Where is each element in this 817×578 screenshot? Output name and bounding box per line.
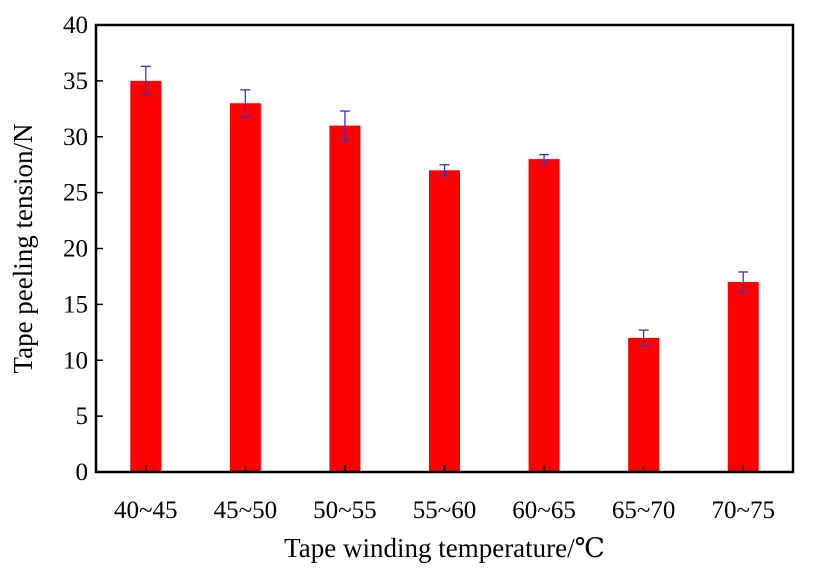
y-tick-label: 25 xyxy=(63,180,88,207)
y-tick-label: 20 xyxy=(63,236,88,263)
error-bars-group xyxy=(140,65,749,347)
y-tick-label: 0 xyxy=(76,459,89,486)
x-tick-labels: 40~45 45~50 50~55 55~60 60~65 65~70 70~75 xyxy=(114,497,775,524)
bar xyxy=(130,80,162,472)
x-tick-label: 60~65 xyxy=(512,497,576,524)
y-tick-label: 30 xyxy=(63,124,88,151)
bars-group xyxy=(130,80,759,472)
y-axis-title: Tape peeling tension/N xyxy=(8,123,38,373)
y-tick-label: 5 xyxy=(76,403,89,430)
x-tick-label: 70~75 xyxy=(711,497,775,524)
bar xyxy=(429,170,460,472)
ticks-group xyxy=(96,80,744,472)
bar xyxy=(329,125,361,472)
y-tick-label: 40 xyxy=(63,12,88,39)
x-tick-label: 50~55 xyxy=(313,497,377,524)
x-tick-label: 45~50 xyxy=(214,497,278,524)
x-axis-title: Tape winding temperature/℃ xyxy=(284,533,605,563)
y-tick-label: 35 xyxy=(63,68,88,95)
x-tick-label: 65~70 xyxy=(612,497,676,524)
bar xyxy=(229,103,261,472)
bar xyxy=(727,282,759,472)
bar xyxy=(628,337,660,472)
y-tick-label: 10 xyxy=(63,347,88,374)
y-tick-label: 15 xyxy=(63,291,88,318)
x-tick-label: 55~60 xyxy=(413,497,477,524)
x-tick-label: 40~45 xyxy=(114,497,178,524)
y-tick-labels: 0 5 10 15 20 25 30 35 40 xyxy=(63,12,88,486)
bar xyxy=(528,159,560,472)
